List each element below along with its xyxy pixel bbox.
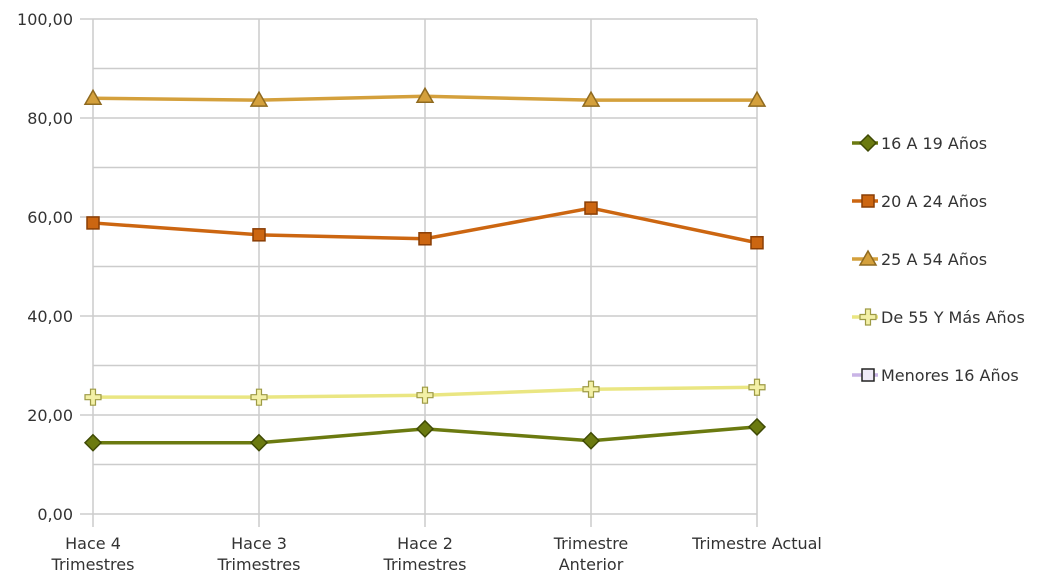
y-tick-label: 80,00: [27, 109, 73, 128]
legend-marker: [859, 308, 877, 326]
data-point: [415, 419, 435, 438]
data-point: [86, 216, 100, 230]
legend-marker: [858, 249, 878, 266]
series-lines: [83, 86, 767, 452]
data-point: [748, 378, 766, 396]
x-tick-label: Hace 4 Trimestres: [51, 534, 135, 574]
legend-label: 16 A 19 Años: [881, 134, 987, 153]
legend-label: 20 A 24 Años: [881, 192, 987, 211]
data-point: [415, 86, 435, 103]
data-point: [581, 90, 601, 107]
y-tick-label: 40,00: [27, 307, 73, 326]
data-point: [84, 388, 102, 406]
data-point: [83, 433, 103, 452]
data-point: [747, 90, 767, 107]
x-tick-label: Trimestre Anterior: [553, 534, 629, 574]
legend-label: Menores 16 Años: [881, 366, 1019, 385]
legend: 16 A 19 Años 20 A 24 Años 25 A 54 Años De 5…: [852, 133, 1025, 385]
data-point: [750, 235, 764, 250]
legend-item: Menores 16 Años: [852, 366, 1019, 385]
y-tick-label: 60,00: [27, 208, 73, 227]
legend-marker: [861, 194, 875, 208]
y-axis-ticks: 0,00 20,00 40,00 60,00 80,00 100,00: [17, 10, 93, 524]
series-3: [83, 86, 767, 107]
y-tick-label: 0,00: [37, 505, 73, 524]
x-tick-label: Hace 3 Trimestres: [217, 534, 301, 574]
data-point: [747, 417, 767, 436]
legend-label: De 55 Y Más Años: [881, 308, 1025, 327]
y-tick-label: 20,00: [27, 406, 73, 425]
data-point: [83, 88, 103, 105]
series-4: [84, 378, 766, 406]
legend-label: 25 A 54 Años: [881, 250, 987, 269]
data-point: [249, 90, 269, 107]
data-point: [582, 380, 600, 398]
series-1: [83, 417, 767, 452]
legend-item: De 55 Y Más Años: [852, 308, 1025, 327]
legend-marker: [861, 368, 875, 382]
legend-marker: [858, 133, 878, 153]
data-point: [250, 388, 268, 406]
data-point: [418, 232, 432, 246]
legend-item: 20 A 24 Años: [852, 192, 987, 211]
legend-item: 25 A 54 Años: [852, 249, 987, 269]
data-point: [416, 386, 434, 404]
legend-item: 16 A 19 Años: [852, 133, 987, 153]
data-point: [581, 431, 601, 450]
x-axis-ticks: Hace 4 Trimestres Hace 3 Trimestres Hace 2 Tr…: [51, 534, 822, 574]
series-2: [86, 201, 764, 250]
data-point: [252, 228, 266, 242]
data-point: [249, 433, 269, 452]
x-tick-label: Trimestre Actual: [691, 534, 822, 553]
y-tick-label: 100,00: [17, 10, 73, 29]
x-tick-label: Hace 2 Trimestres: [383, 534, 467, 574]
data-point: [584, 201, 598, 215]
